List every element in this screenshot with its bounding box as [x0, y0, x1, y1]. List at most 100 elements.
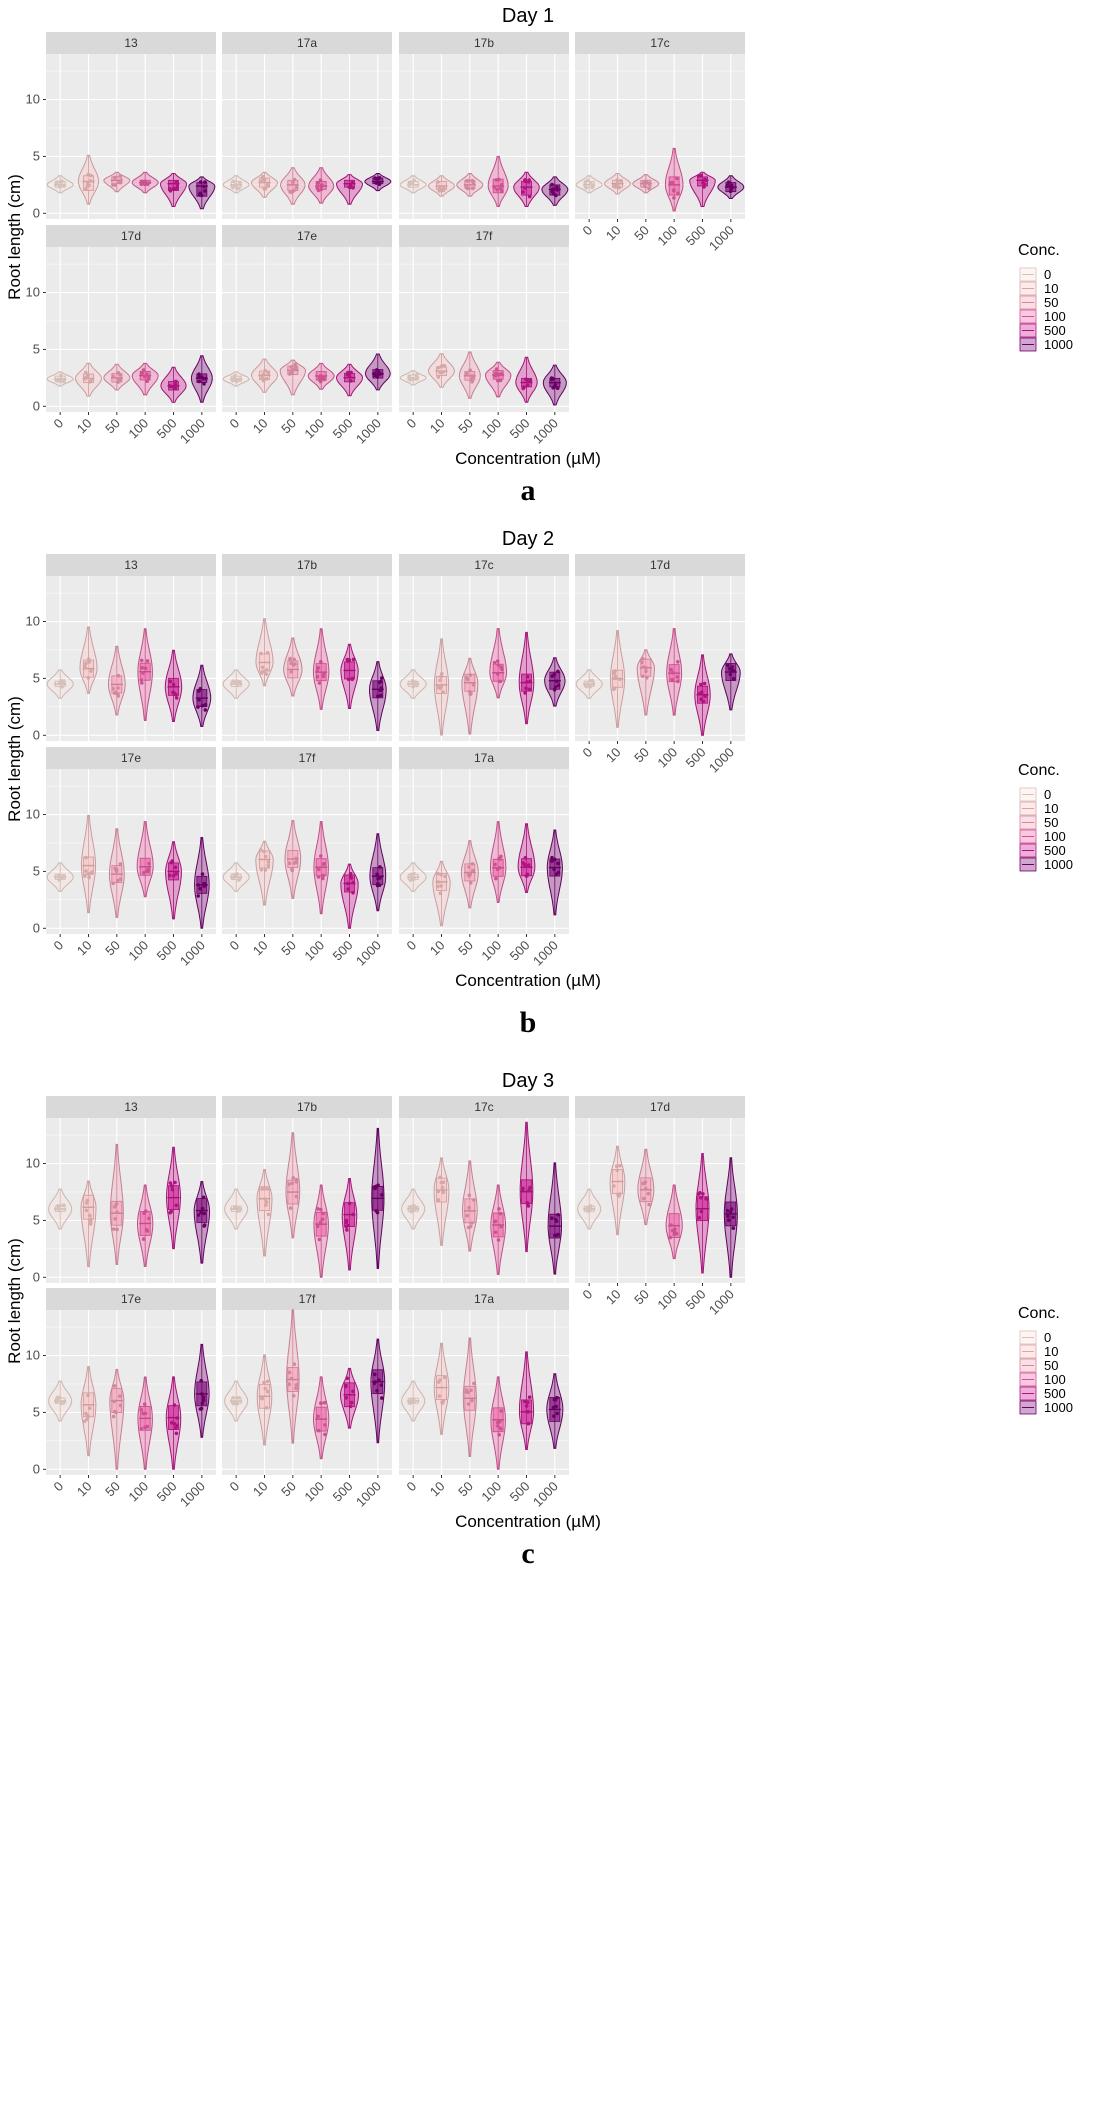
data-point [262, 1380, 266, 1385]
data-point [168, 1181, 173, 1185]
data-point [146, 375, 151, 379]
data-point [441, 1190, 446, 1195]
data-point [294, 1383, 299, 1387]
data-point [235, 1402, 240, 1406]
data-point [86, 872, 91, 876]
facet-strip-label: 17c [650, 36, 669, 50]
data-point [496, 1238, 501, 1242]
data-point [258, 848, 263, 852]
data-point [525, 1202, 530, 1206]
data-point [231, 679, 235, 683]
facet-strip-label: 17b [297, 558, 317, 572]
data-point [290, 1181, 295, 1185]
data-point [84, 370, 88, 375]
data-point [376, 877, 380, 881]
data-point [174, 1425, 178, 1430]
facet-strip [46, 1288, 216, 1310]
data-point [168, 1210, 172, 1215]
data-point [265, 1187, 270, 1191]
data-point [441, 690, 445, 694]
data-point [86, 172, 90, 177]
panel-background [399, 247, 569, 412]
data-point [442, 1375, 447, 1380]
data-point [699, 1195, 703, 1200]
x-tick-label: 500 [330, 1479, 356, 1505]
data-point [670, 671, 675, 675]
data-point [377, 883, 382, 887]
data-point [555, 679, 559, 683]
data-point [60, 684, 64, 689]
y-tick-label: 10 [26, 92, 40, 107]
data-point [116, 694, 121, 698]
data-point [415, 372, 419, 377]
data-point [436, 880, 441, 884]
x-tick-label: 100 [301, 1479, 327, 1505]
data-point [552, 1414, 556, 1418]
data-point [375, 1389, 379, 1393]
facet-strip-label: 13 [124, 1100, 138, 1114]
x-tick-label: 100 [301, 938, 327, 964]
data-point [292, 177, 297, 182]
data-point [550, 855, 554, 860]
data-point [201, 376, 205, 381]
legend-label-100: 100 [1044, 309, 1066, 324]
data-point [118, 180, 123, 185]
data-point [552, 672, 557, 677]
data-point [197, 372, 201, 377]
data-point [316, 181, 321, 185]
data-point [234, 379, 239, 384]
data-point [438, 891, 443, 895]
data-point [346, 677, 351, 682]
legend-label-0: 0 [1044, 267, 1051, 282]
data-point [287, 1182, 291, 1186]
x-tick-label: 500 [507, 938, 533, 964]
x-tick-label: 0 [51, 416, 67, 432]
data-point [468, 1224, 473, 1229]
data-point [86, 1393, 90, 1398]
y-tick-label: 5 [33, 1212, 40, 1227]
data-point [263, 1386, 268, 1391]
data-point [261, 372, 266, 376]
x-tick-label: 500 [683, 1287, 709, 1313]
data-point [588, 1204, 593, 1208]
data-point [668, 180, 673, 185]
panel-background [222, 1310, 392, 1475]
data-point [88, 179, 93, 183]
data-point [470, 186, 475, 191]
data-point [495, 187, 500, 192]
legend-title: Conc. [1018, 242, 1060, 259]
data-point [496, 663, 501, 667]
data-point [173, 382, 178, 387]
data-point [111, 374, 115, 379]
data-point [676, 660, 680, 664]
data-point [263, 854, 268, 859]
data-point [317, 1237, 322, 1242]
data-point [374, 1209, 378, 1213]
data-point [699, 173, 703, 178]
data-point [550, 1216, 554, 1220]
data-point [114, 869, 119, 873]
data-point [466, 1402, 471, 1406]
data-point [113, 183, 117, 187]
data-point [555, 185, 559, 190]
panel-background [222, 769, 392, 934]
data-point [351, 891, 355, 895]
x-tick-label: 50 [455, 1479, 476, 1500]
data-point [345, 372, 350, 377]
data-point [55, 1399, 59, 1404]
data-point [231, 185, 235, 190]
data-point [498, 1426, 503, 1431]
data-point [376, 694, 380, 698]
data-point [435, 884, 440, 889]
x-tick-label: 500 [154, 416, 180, 442]
data-point [89, 173, 93, 178]
data-point [613, 185, 618, 189]
data-point [499, 665, 504, 670]
data-point [412, 1400, 416, 1404]
facet-strip-label: 17e [121, 751, 141, 765]
data-point [198, 886, 202, 891]
data-point [238, 181, 242, 185]
data-point [174, 696, 179, 700]
data-point [613, 669, 617, 673]
